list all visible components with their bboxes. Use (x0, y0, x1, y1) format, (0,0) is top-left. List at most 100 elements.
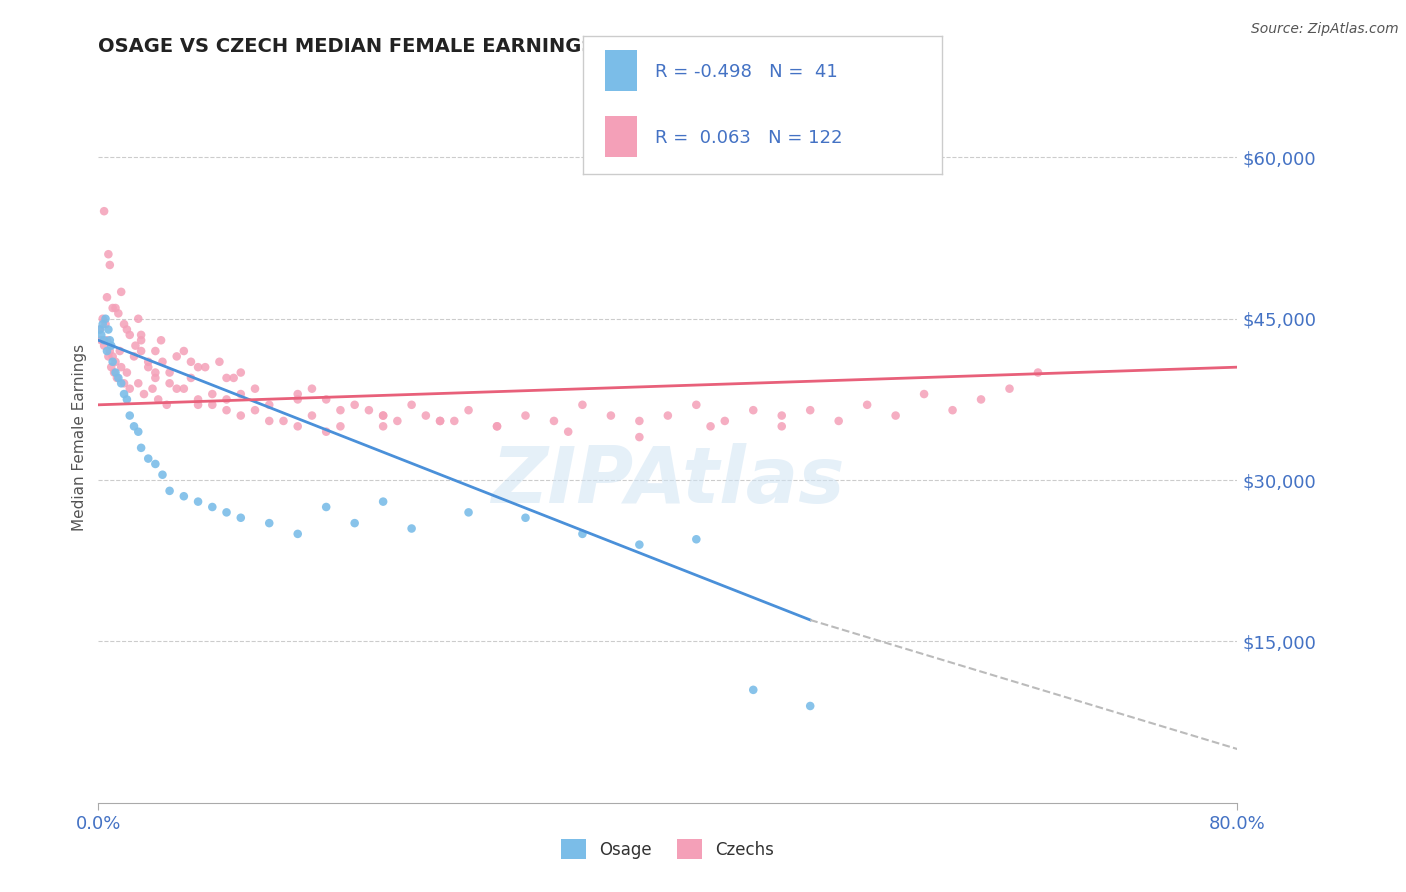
Bar (605, 49, 637, 91)
Point (132, 387, 155, 401)
Point (187, 392, 209, 407)
Point (229, 510, 252, 524)
Point (770, 409, 793, 423)
Point (100, 360, 122, 375)
Y-axis label: Median Female Earnings: Median Female Earnings (72, 343, 87, 531)
Point (118, 327, 141, 342)
Text: OSAGE VS CZECH MEDIAN FEMALE EARNINGS CORRELATION CHART: OSAGE VS CZECH MEDIAN FEMALE EARNINGS CO… (98, 37, 837, 56)
Point (148, 392, 170, 407)
Point (127, 425, 149, 439)
Point (150, 333, 173, 347)
Point (486, 419, 509, 434)
Point (93, 338, 115, 352)
Point (156, 398, 179, 412)
Point (714, 414, 737, 428)
Point (457, 403, 479, 417)
Point (112, 387, 135, 401)
Point (101, 350, 124, 364)
Point (742, 682, 765, 697)
Point (187, 360, 209, 375)
Point (571, 398, 593, 412)
Point (97, 322, 120, 336)
Point (100, 338, 122, 352)
Text: R =  0.063   N = 122: R = 0.063 N = 122 (655, 129, 842, 147)
Text: Source: ZipAtlas.com: Source: ZipAtlas.com (1251, 22, 1399, 37)
Point (515, 409, 537, 423)
Point (173, 344, 195, 359)
Point (301, 382, 323, 396)
Point (856, 398, 879, 412)
Point (243, 382, 266, 396)
Point (799, 698, 821, 713)
Legend: Osage, Czechs: Osage, Czechs (553, 830, 783, 868)
Point (166, 350, 188, 364)
Point (457, 505, 479, 519)
Point (180, 371, 202, 385)
Point (187, 494, 209, 508)
Point (1026, 366, 1049, 380)
Point (201, 387, 224, 401)
Point (129, 344, 152, 359)
Point (443, 414, 465, 428)
Point (884, 409, 907, 423)
Point (110, 376, 132, 391)
Point (628, 538, 651, 552)
Point (112, 317, 135, 331)
Point (98, 344, 121, 359)
Text: ZIPAtlas: ZIPAtlas (491, 443, 845, 519)
Point (115, 322, 138, 336)
Point (89, 322, 111, 336)
Point (107, 306, 129, 320)
Point (93, 204, 115, 219)
Point (215, 403, 238, 417)
Point (104, 355, 127, 369)
Point (315, 425, 337, 439)
Point (515, 510, 537, 524)
Point (243, 403, 266, 417)
Point (315, 500, 337, 514)
Point (136, 355, 159, 369)
Point (96, 344, 118, 359)
Point (685, 533, 707, 547)
Point (343, 516, 366, 530)
Point (118, 409, 141, 423)
Point (96, 333, 118, 347)
Point (159, 366, 181, 380)
Point (93, 333, 115, 347)
Point (486, 419, 509, 434)
Point (201, 398, 224, 412)
Point (287, 392, 309, 407)
Point (208, 355, 231, 369)
Point (912, 387, 935, 401)
Point (129, 333, 152, 347)
Point (429, 414, 451, 428)
Point (103, 366, 125, 380)
Point (742, 403, 765, 417)
Point (301, 409, 323, 423)
Point (699, 419, 721, 434)
Point (180, 355, 202, 369)
Point (273, 414, 295, 428)
Point (229, 387, 252, 401)
Point (628, 430, 651, 444)
Point (91, 317, 114, 331)
Point (122, 419, 145, 434)
Point (600, 409, 623, 423)
Point (141, 382, 163, 396)
Point (828, 414, 851, 428)
Point (229, 366, 252, 380)
Point (115, 392, 138, 407)
Point (287, 387, 309, 401)
Point (998, 382, 1021, 396)
Point (110, 360, 132, 375)
Point (373, 409, 395, 423)
Point (124, 338, 146, 352)
Point (415, 409, 437, 423)
Point (145, 371, 167, 385)
Point (89, 322, 111, 336)
Point (94, 317, 117, 331)
Point (91, 311, 114, 326)
Point (152, 467, 174, 482)
Point (90, 333, 112, 347)
Point (401, 521, 423, 535)
